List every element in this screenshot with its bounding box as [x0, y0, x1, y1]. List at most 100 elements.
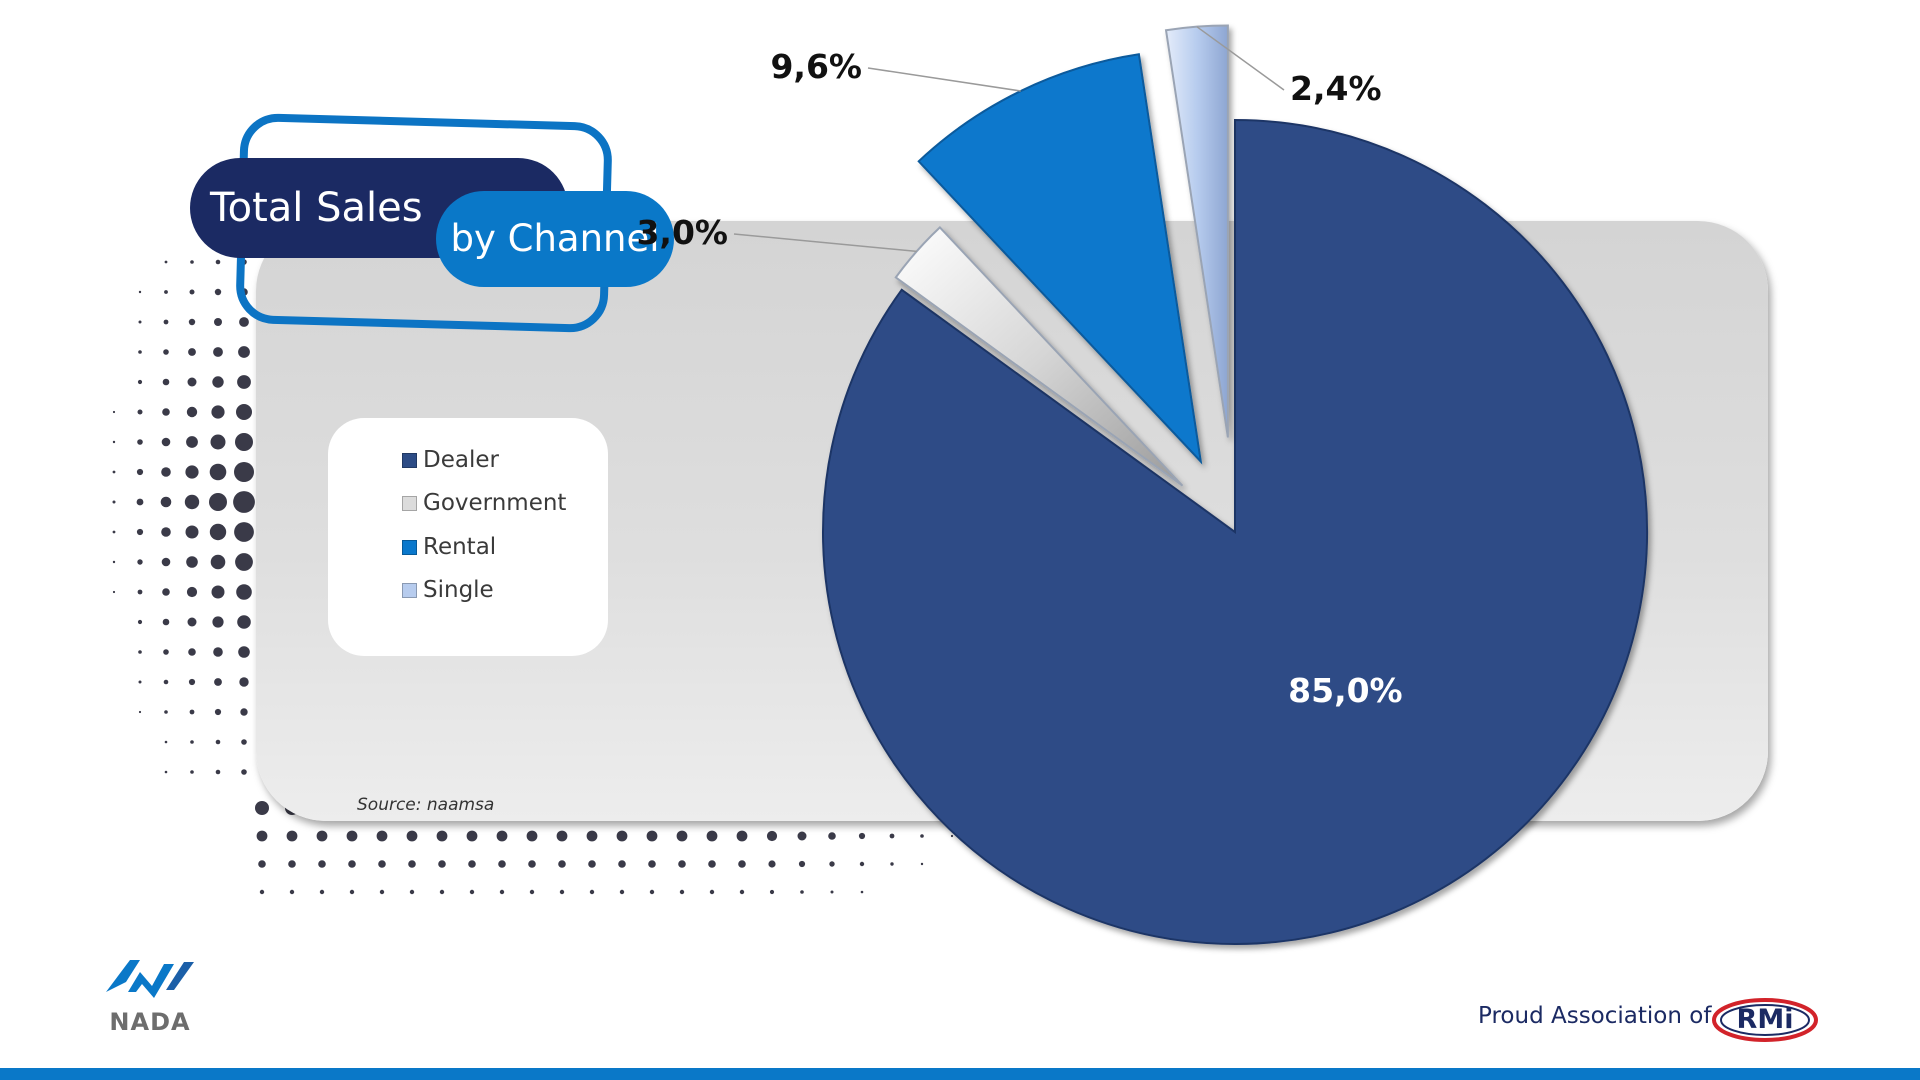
halftone-dot: [163, 679, 169, 685]
halftone-dot: [678, 860, 686, 868]
halftone-dot: [185, 465, 199, 479]
legend-item-government: Government: [402, 488, 566, 518]
halftone-dot: [212, 616, 224, 628]
halftone-dot: [319, 889, 325, 895]
halftone-dot: [439, 889, 445, 895]
halftone-dot: [137, 439, 143, 445]
halftone-dot: [528, 860, 536, 868]
halftone-dot: [112, 560, 116, 564]
halftone-dot: [214, 678, 222, 686]
halftone-dot: [188, 678, 196, 686]
halftone-dot: [234, 522, 254, 542]
halftone-dot: [209, 463, 227, 481]
halftone-dot: [190, 740, 194, 744]
halftone-dot: [163, 349, 169, 355]
halftone-dot: [112, 470, 116, 474]
halftone-dot: [234, 462, 254, 482]
halftone-dot: [163, 649, 169, 655]
halftone-dot: [164, 770, 168, 774]
halftone-dot: [138, 350, 142, 354]
halftone-dot: [209, 493, 227, 511]
halftone-dot: [706, 830, 718, 842]
halftone-dot: [589, 889, 595, 895]
halftone-dot: [186, 586, 198, 598]
halftone-dot: [138, 710, 142, 714]
halftone-dot: [186, 556, 198, 568]
halftone-dot: [619, 889, 625, 895]
halftone-dot: [379, 889, 385, 895]
halftone-dot: [240, 708, 248, 716]
halftone-dot: [161, 557, 171, 567]
halftone-dot: [526, 830, 538, 842]
halftone-dot: [829, 861, 835, 867]
halftone-dot: [162, 588, 170, 596]
halftone-dot: [616, 830, 628, 842]
halftone-dot: [235, 553, 253, 571]
halftone-dot: [112, 500, 116, 504]
halftone-dot: [238, 346, 250, 358]
halftone-dot: [136, 468, 144, 476]
halftone-dot: [409, 889, 415, 895]
chart-subtitle: by Channel: [436, 191, 674, 287]
halftone-dot: [349, 889, 355, 895]
halftone-dot: [768, 860, 776, 868]
halftone-dot: [188, 318, 196, 326]
halftone-dot: [187, 617, 197, 627]
halftone-dot: [112, 410, 116, 414]
pie-slice-rental: [917, 53, 1203, 465]
data-label-dealer: 85,0%: [1288, 671, 1403, 710]
halftone-dot: [258, 860, 266, 868]
halftone-dot: [213, 647, 223, 657]
halftone-dot: [164, 710, 168, 714]
halftone-dot: [800, 890, 804, 894]
halftone-dot: [188, 648, 196, 656]
halftone-dot: [708, 860, 716, 868]
legend-swatch-government: [402, 495, 417, 511]
leader-line: [867, 67, 1021, 92]
halftone-dot: [236, 404, 252, 420]
source-note: Source: naamsa: [357, 795, 495, 815]
halftone-dot: [950, 834, 954, 838]
halftone-dot: [240, 288, 248, 296]
halftone-dot: [797, 831, 807, 841]
halftone-dot: [215, 769, 221, 775]
halftone-dot: [529, 889, 535, 895]
halftone-dot: [138, 290, 142, 294]
halftone-dot: [889, 833, 895, 839]
halftone-dot: [137, 379, 143, 385]
legend-swatch-rental: [402, 539, 417, 555]
halftone-dot: [237, 375, 251, 389]
halftone-dot: [288, 860, 296, 868]
halftone-dot: [798, 860, 806, 868]
halftone-dot: [860, 890, 864, 894]
nada-logo-text: NADA: [109, 1008, 191, 1036]
halftone-dot: [112, 530, 116, 534]
halftone-dot: [186, 406, 198, 418]
halftone-dot: [496, 830, 508, 842]
halftone-dot: [209, 523, 227, 541]
halftone-dot: [259, 889, 265, 895]
halftone-dot: [161, 437, 171, 447]
halftone-dot: [186, 436, 198, 448]
halftone-dot: [164, 290, 168, 294]
halftone-dot: [233, 491, 255, 513]
data-label-single: 2,4%: [1290, 69, 1382, 108]
halftone-dot: [163, 319, 169, 325]
halftone-dot: [238, 646, 250, 658]
halftone-dot: [378, 860, 386, 868]
halftone-dot: [408, 860, 416, 868]
association-text: Proud Association of: [1478, 1003, 1712, 1029]
footer-bar: [0, 1068, 1920, 1080]
halftone-dot: [112, 590, 116, 594]
halftone-dot: [138, 320, 142, 324]
halftone-dot: [649, 889, 655, 895]
halftone-dot: [137, 559, 143, 565]
halftone-dot: [137, 619, 143, 625]
halftone-dot: [214, 288, 222, 296]
halftone-dot: [164, 740, 168, 744]
halftone-dot: [676, 830, 688, 842]
chart-legend: Dealer Government Rental Single: [328, 418, 608, 656]
halftone-dot: [237, 615, 251, 629]
halftone-dot: [499, 889, 505, 895]
